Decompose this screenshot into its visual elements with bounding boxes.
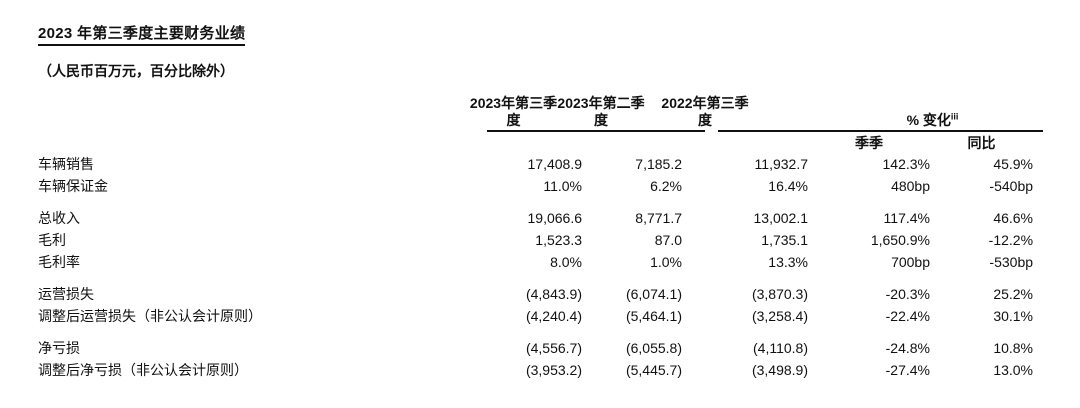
table-row-gross-margin: 毛利率 8.0% 1.0% 13.3% 700bp -530bp — [38, 251, 1043, 273]
header-q3-2023-line1: 2023年第三季 — [469, 95, 558, 111]
value-q3-2022: (3,258.4) — [751, 308, 808, 324]
value-q3-2023: 8.0% — [550, 254, 582, 270]
value-qoq: -24.8% — [885, 340, 930, 356]
value-yoy: -530bp — [989, 254, 1034, 270]
value-q2-2023: 8,771.7 — [635, 210, 682, 226]
value-yoy: 25.2% — [993, 286, 1034, 302]
value-q2-2023: (5,445.7) — [625, 362, 682, 378]
value-q3-2023: (3,953.2) — [525, 362, 582, 378]
row-label: 总收入 — [38, 210, 80, 226]
group-spacer — [38, 197, 1043, 207]
subheader-yoy: 同比 — [967, 134, 996, 151]
table-row-vehicle-margin: 车辆保证金 11.0% 6.2% 16.4% 480bp -540bp — [38, 175, 1043, 197]
row-label: 车辆保证金 — [38, 178, 108, 194]
value-qoq: 142.3% — [882, 156, 930, 172]
header-q3-2022: 2022年第三季 度 — [661, 92, 808, 132]
row-label: 调整后净亏损（非公认会计原则） — [38, 362, 248, 378]
value-yoy: 30.1% — [993, 308, 1034, 324]
value-q2-2023: 1.0% — [650, 254, 682, 270]
row-label: 毛利 — [38, 232, 66, 248]
financial-results-table: 2023年第三季 度 2023年第二季 度 2022年第三季 度 — [38, 92, 1044, 381]
value-q3-2023: (4,843.9) — [525, 286, 582, 302]
value-q3-2023: (4,240.4) — [525, 308, 582, 324]
value-yoy: 13.0% — [993, 362, 1034, 378]
value-q3-2022: 11,932.7 — [754, 156, 808, 172]
header-q2-2023-line2: 度 — [594, 112, 608, 128]
value-yoy: 46.6% — [993, 210, 1034, 226]
row-label: 毛利率 — [38, 254, 80, 270]
header-pct-change: % 变化iii — [808, 92, 1044, 132]
page-title: 2023 年第三季度主要财务业绩 — [38, 24, 246, 46]
value-q3-2022: (4,110.8) — [753, 340, 808, 356]
value-q3-2023: 11.0% — [543, 178, 582, 194]
table-row-vehicle-sales: 车辆销售 17,408.9 7,185.2 11,932.7 142.3% 45… — [38, 153, 1043, 175]
group-spacer — [38, 327, 1043, 337]
table-row-net-loss: 净亏损 (4,556.7) (6,055.8) (4,110.8) -24.8%… — [38, 337, 1043, 359]
header-q3-2022-line2: 度 — [698, 112, 712, 128]
value-qoq: -20.3% — [885, 286, 930, 302]
value-qoq: 117.4% — [883, 210, 930, 226]
value-qoq: 700bp — [891, 254, 930, 270]
header-q2-2023: 2023年第二季 度 — [557, 92, 705, 132]
value-q3-2022: (3,870.3) — [751, 286, 808, 302]
value-q2-2023: (6,074.1) — [625, 286, 682, 302]
row-label: 运营损失 — [38, 286, 94, 302]
row-label: 调整后运营损失（非公认会计原则） — [38, 308, 262, 324]
table-row-total-revenues: 总收入 19,066.6 8,771.7 13,002.1 117.4% 46.… — [38, 207, 1043, 229]
value-q3-2023: (4,556.7) — [525, 340, 582, 356]
row-label: 净亏损 — [38, 340, 80, 356]
value-q2-2023: (5,464.1) — [625, 308, 682, 324]
value-q3-2023: 1,523.3 — [535, 232, 582, 248]
header-q2-2023-line1: 2023年第二季 — [557, 95, 645, 111]
subheader-qoq: 季季 — [855, 134, 883, 151]
value-yoy: 45.9% — [993, 156, 1034, 172]
value-q3-2022: 16.4% — [768, 178, 808, 194]
value-q3-2022: 1,735.1 — [761, 232, 808, 248]
header-empty — [38, 92, 487, 131]
value-qoq: -27.4% — [885, 362, 930, 378]
table-row-loss-from-operations: 运营损失 (4,843.9) (6,074.1) (3,870.3) -20.3… — [38, 283, 1043, 305]
header-q3-2023: 2023年第三季 度 — [470, 92, 582, 132]
table-subheader-row: 季季 同比 — [38, 131, 1043, 153]
table-header-row: 2023年第三季 度 2023年第二季 度 2022年第三季 度 — [38, 92, 1044, 132]
table-row-adjusted-loss-from-operations: 调整后运营损失（非公认会计原则） (4,240.4) (5,464.1) (3,… — [38, 305, 1043, 327]
value-q2-2023: 87.0 — [654, 232, 682, 248]
group-spacer — [38, 273, 1043, 283]
value-yoy: 10.8% — [993, 340, 1034, 356]
value-q3-2023: 19,066.6 — [527, 210, 583, 226]
table-row-gross-profit: 毛利 1,523.3 87.0 1,735.1 1,650.9% -12.2% — [38, 229, 1043, 251]
subheader-empty — [38, 131, 808, 153]
value-qoq: -22.4% — [885, 308, 930, 324]
value-q3-2023: 17,408.9 — [527, 156, 583, 172]
table-row-adjusted-net-loss: 调整后净亏损（非公认会计原则） (3,953.2) (5,445.7) (3,4… — [38, 359, 1043, 381]
value-q3-2022: (3,498.9) — [751, 362, 808, 378]
value-qoq: 480bp — [891, 178, 930, 194]
pct-change-label: % 变化 — [906, 112, 951, 128]
value-qoq: 1,650.9% — [870, 232, 930, 248]
value-yoy: -12.2% — [988, 232, 1034, 248]
header-q3-2022-line1: 2022年第三季 — [661, 95, 749, 111]
pct-change-footnote-marker: iii — [950, 111, 959, 122]
value-q3-2022: 13.3% — [768, 254, 808, 270]
value-q2-2023: 6.2% — [650, 178, 682, 194]
row-label: 车辆销售 — [38, 156, 94, 172]
value-q2-2023: (6,055.8) — [625, 340, 682, 356]
header-q3-2023-line2: 度 — [506, 112, 521, 128]
value-q3-2022: 13,002.1 — [753, 210, 809, 226]
value-q2-2023: 7,185.2 — [635, 156, 682, 172]
page-subtitle: （人民币百万元，百分比除外） — [38, 63, 234, 79]
value-yoy: -540bp — [989, 178, 1034, 194]
